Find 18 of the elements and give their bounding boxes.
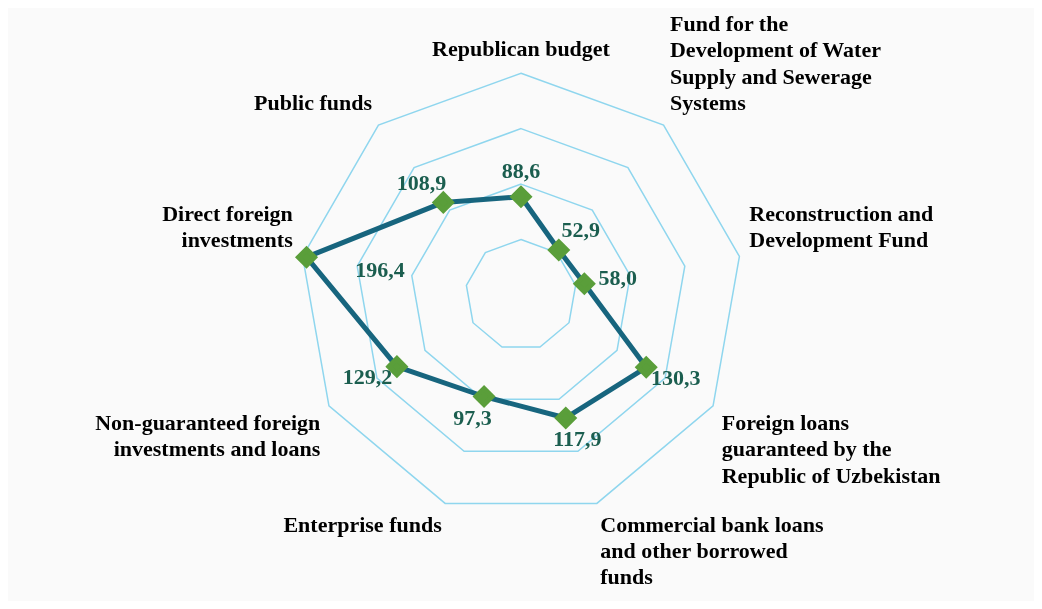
spoke-label: Enterprise funds (283, 511, 443, 537)
text: 117,9 (553, 426, 602, 452)
text: 88,6 (501, 158, 541, 184)
spoke-label: Non-guaranteed foreign investments and loans (95, 409, 321, 462)
spoke-label: Public funds (254, 89, 373, 115)
spoke-label: Republican budget (432, 35, 611, 61)
spoke-label: Fund for the Development of Water Supply and Sewerage Systems (669, 10, 882, 115)
text: 97,3 (453, 404, 492, 430)
text: 196,4 (355, 257, 405, 283)
text: 108,9 (396, 169, 447, 195)
spoke-label: Foreign loans guaranteed by the Republic of Uzbekistan (721, 409, 941, 488)
text: 58,0 (598, 265, 638, 291)
text: 130,3 (650, 364, 701, 390)
spoke-label: Commercial bank loans and other borrowed funds (600, 511, 824, 590)
text: 129,2 (342, 364, 393, 390)
spoke-label: Direct foreign investments (162, 200, 294, 253)
text: 52,9 (561, 217, 600, 243)
spoke-label: Reconstruction and Development Fund (749, 200, 934, 253)
